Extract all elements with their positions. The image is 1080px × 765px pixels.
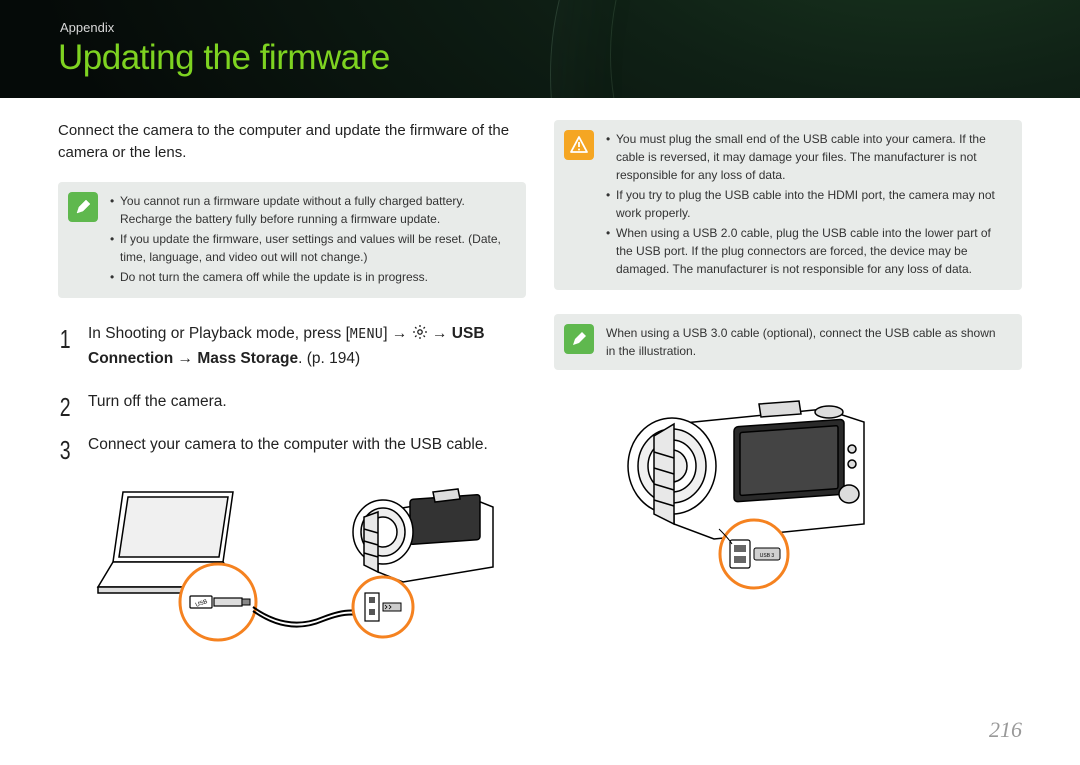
- note-item: You cannot run a firmware update without…: [110, 192, 512, 228]
- page-title: Updating the firmware: [58, 38, 390, 78]
- warning-icon: [564, 130, 594, 160]
- header-curve-decoration: [610, 0, 1080, 98]
- step-text: . (p. 194): [298, 350, 360, 367]
- warning-item: If you try to plug the USB cable into th…: [606, 186, 1008, 222]
- warning-item: You must plug the small end of the USB c…: [606, 130, 1008, 184]
- step-text: In Shooting or Playback mode, press [: [88, 325, 350, 342]
- breadcrumb: Appendix: [60, 20, 114, 35]
- steps-list: In Shooting or Playback mode, press [MEN…: [58, 322, 526, 457]
- menu-label: MENU: [350, 327, 383, 342]
- page-number: 216: [989, 717, 1022, 743]
- step-text: ] →: [383, 325, 411, 342]
- note-item: Do not turn the camera off while the upd…: [110, 268, 512, 286]
- usb-connection-illustration: USB: [88, 477, 498, 647]
- left-column: Connect the camera to the computer and u…: [58, 120, 526, 647]
- intro-text: Connect the camera to the computer and u…: [58, 120, 526, 164]
- warning-box: You must plug the small end of the USB c…: [554, 120, 1022, 290]
- gear-icon: [412, 324, 428, 347]
- right-column: You must plug the small end of the USB c…: [554, 120, 1022, 647]
- step-3: Connect your camera to the computer with…: [58, 433, 526, 456]
- usb3-illustration: USB 3: [604, 394, 884, 594]
- step-2: Turn off the camera.: [58, 390, 526, 413]
- svg-text:USB 3: USB 3: [760, 553, 775, 559]
- step-text: →: [428, 325, 452, 342]
- note-box-usb3: When using a USB 3.0 cable (optional), c…: [554, 314, 1022, 370]
- note-item: If you update the firmware, user setting…: [110, 230, 512, 266]
- note-text: When using a USB 3.0 cable (optional), c…: [606, 324, 1008, 360]
- pen-icon: [68, 192, 98, 222]
- warning-item: When using a USB 2.0 cable, plug the USB…: [606, 224, 1008, 278]
- pen-icon: [564, 324, 594, 354]
- step-1: In Shooting or Playback mode, press [MEN…: [58, 322, 526, 371]
- note-box-tips: You cannot run a firmware update without…: [58, 182, 526, 298]
